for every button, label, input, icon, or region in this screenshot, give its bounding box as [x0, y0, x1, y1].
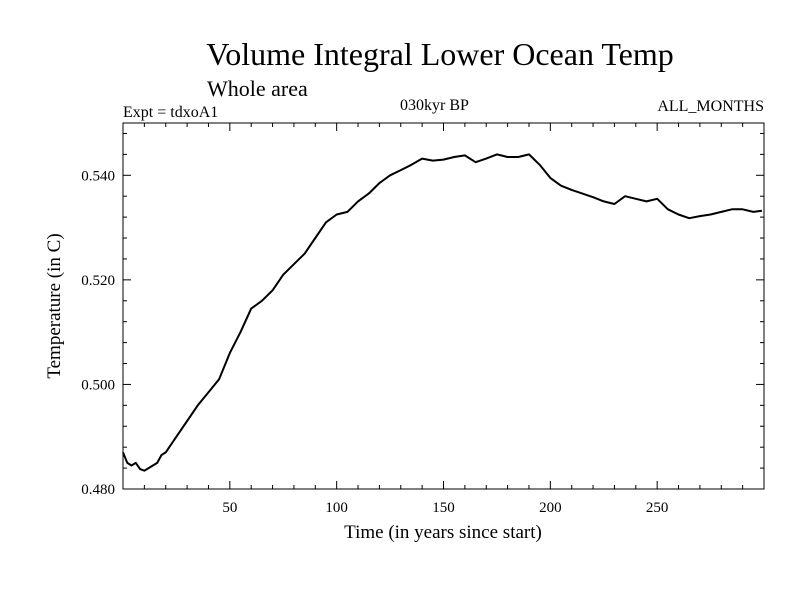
chart-subtitle: Whole area: [207, 76, 308, 101]
months-label: ALL_MONTHS: [657, 98, 764, 115]
y-tick-label: 0.480: [81, 482, 115, 498]
x-tick-label: 150: [432, 500, 455, 516]
x-axis-label: Time (in years since start): [344, 522, 542, 543]
y-tick-labels: 0.480 0.500 0.520 0.540: [81, 168, 115, 498]
x-tick-label: 100: [325, 500, 348, 516]
experiment-label: Expt = tdxoA1: [123, 104, 219, 121]
x-tick-labels: 50 100 150 200 250: [222, 500, 668, 516]
series-line: [122, 153, 763, 472]
x-tick-label: 50: [222, 500, 237, 516]
y-tick-label: 0.500: [81, 377, 115, 393]
y-tick-label: 0.520: [81, 273, 115, 289]
y-axis-label: Temperature (in C): [44, 233, 65, 378]
y-tick-label: 0.540: [81, 168, 115, 184]
x-tick-label: 250: [646, 500, 669, 516]
period-label: 030kyr BP: [400, 97, 469, 114]
chart-title: Volume Integral Lower Ocean Temp: [206, 36, 674, 72]
tick-marks: [123, 123, 764, 489]
plot-frame: [122, 122, 765, 490]
x-tick-label: 200: [539, 500, 562, 516]
